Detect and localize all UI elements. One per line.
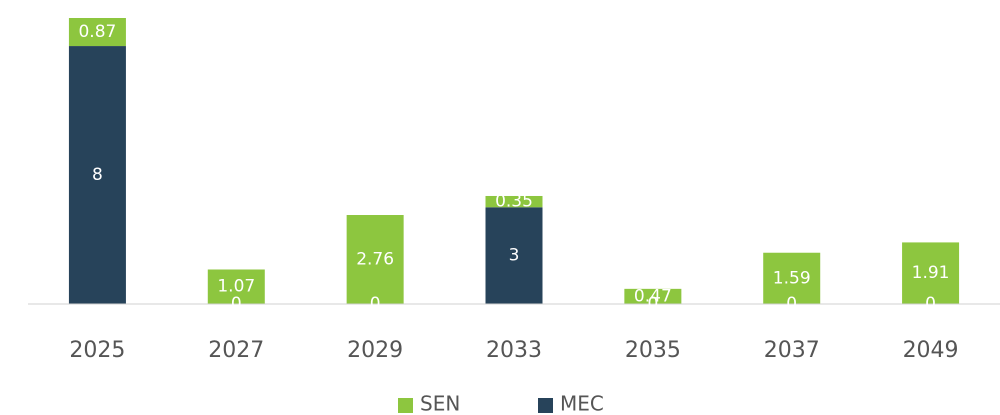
legend-swatch bbox=[538, 398, 553, 413]
data-label: 1.59 bbox=[773, 268, 811, 288]
legend-label: SEN bbox=[420, 392, 460, 415]
x-tick-label: 2033 bbox=[486, 338, 542, 363]
data-label: 0 bbox=[786, 294, 797, 314]
bar-segment bbox=[763, 252, 821, 304]
bar-segment bbox=[207, 269, 265, 304]
data-label: 0 bbox=[370, 294, 381, 314]
x-tick-label: 2027 bbox=[208, 338, 264, 363]
x-tick-label: 2037 bbox=[764, 338, 820, 363]
x-tick-label: 2035 bbox=[625, 338, 681, 363]
bar-segment bbox=[346, 215, 404, 304]
data-label: 2.76 bbox=[356, 250, 394, 270]
data-label: 0 bbox=[925, 294, 936, 314]
data-label: 8 bbox=[92, 165, 103, 185]
legend-swatch bbox=[398, 398, 413, 413]
x-tick-label: 2025 bbox=[69, 338, 125, 363]
data-label: 0.35 bbox=[495, 192, 533, 212]
bar-segment bbox=[624, 288, 682, 304]
data-label: 0 bbox=[647, 294, 658, 314]
data-label: 0.47 bbox=[634, 286, 672, 306]
data-label: 1.91 bbox=[912, 263, 950, 283]
x-tick-label: 2029 bbox=[347, 338, 403, 363]
data-label: 1.07 bbox=[217, 277, 255, 297]
data-label: 3 bbox=[509, 246, 520, 266]
bar-segment bbox=[902, 242, 960, 304]
bar-segment bbox=[68, 18, 126, 47]
data-label: 0.87 bbox=[78, 22, 116, 42]
data-label: 0 bbox=[231, 294, 242, 314]
bar-segment bbox=[485, 195, 543, 208]
bar-segment bbox=[68, 46, 126, 305]
x-tick-label: 2049 bbox=[903, 338, 959, 363]
legend-label: MEC bbox=[560, 392, 604, 415]
bar-segment bbox=[485, 207, 543, 304]
